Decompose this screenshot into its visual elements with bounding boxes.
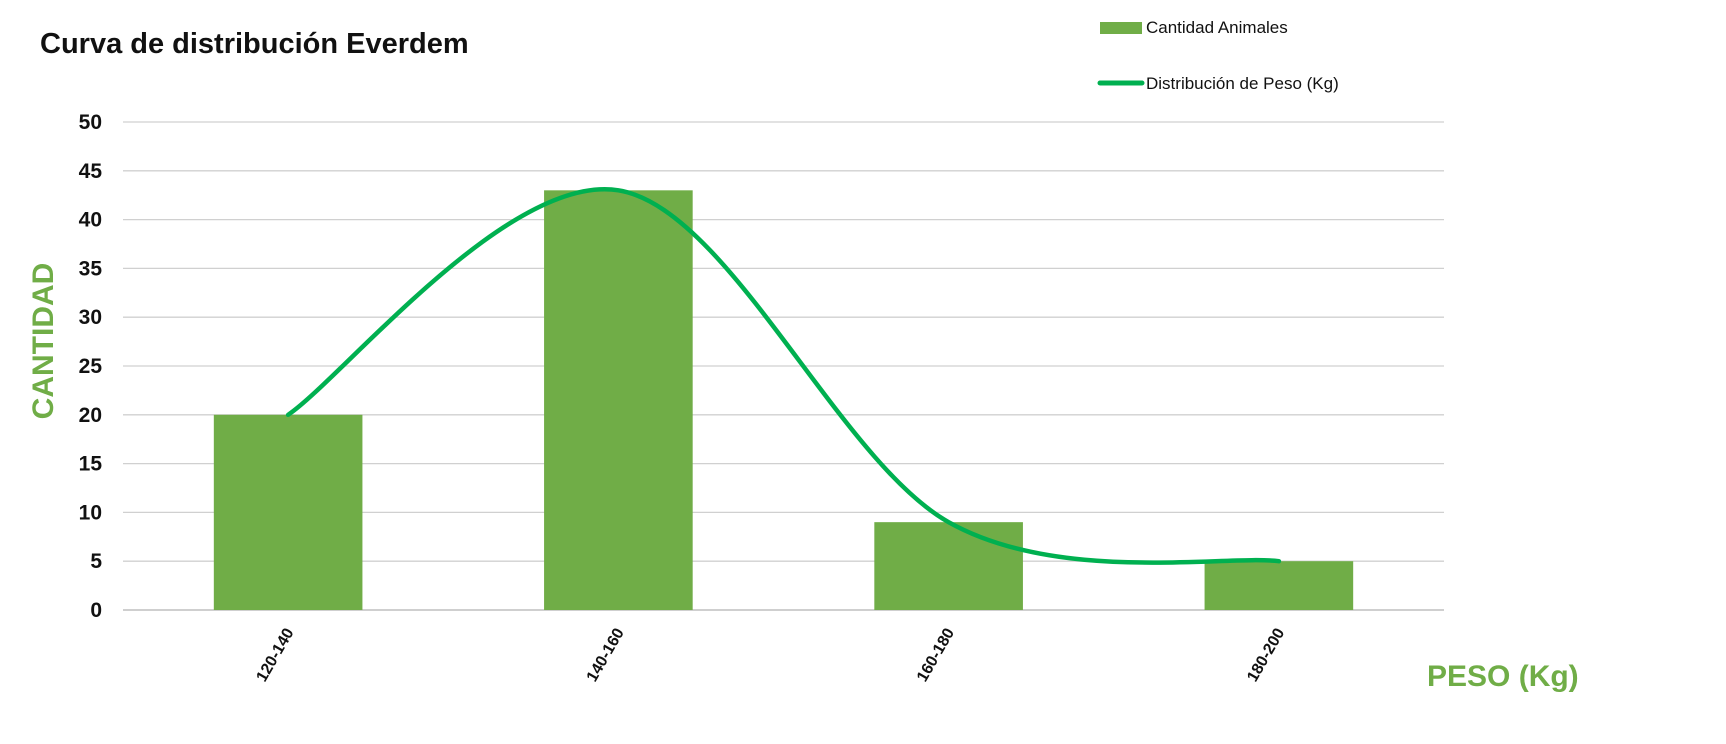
- y-axis-label: CANTIDAD: [27, 263, 60, 420]
- x-axis-label: PESO (Kg): [1427, 660, 1579, 693]
- x-tick-label: 180-200: [1244, 625, 1288, 684]
- legend-line-label: Distribución de Peso (Kg): [1146, 74, 1339, 93]
- y-tick-label: 50: [79, 111, 102, 134]
- x-axis-ticks: 120-140 140-160 160-180 180-200: [254, 625, 1289, 684]
- y-tick-label: 40: [79, 209, 102, 232]
- y-tick-label: 45: [79, 160, 103, 183]
- distribution-line: [285, 186, 1282, 565]
- y-tick-label: 20: [79, 404, 102, 427]
- y-axis-ticks: 0 5 10 15 20 25 30 35 40 45 50: [79, 111, 103, 622]
- bar: [1204, 561, 1354, 610]
- x-tick-label: 140-160: [584, 625, 628, 684]
- bar: [874, 522, 1023, 610]
- bar-series: [213, 190, 1354, 610]
- bar: [213, 414, 363, 610]
- bar: [544, 190, 693, 610]
- legend: Cantidad Animales Distribución de Peso (…: [1097, 18, 1339, 93]
- legend-bar-label: Cantidad Animales: [1146, 18, 1288, 37]
- x-tick-label: 160-180: [914, 625, 958, 684]
- line-series: [285, 186, 1282, 565]
- y-tick-label: 15: [79, 453, 103, 476]
- y-tick-label: 5: [90, 550, 102, 573]
- y-tick-label: 10: [79, 501, 102, 524]
- y-tick-label: 35: [79, 257, 103, 280]
- y-tick-label: 0: [90, 599, 102, 622]
- y-tick-label: 25: [79, 355, 103, 378]
- y-tick-label: 30: [79, 306, 102, 329]
- chart-title: Curva de distribución Everdem: [40, 28, 469, 60]
- x-tick-label: 120-140: [254, 625, 298, 684]
- legend-bar-swatch: [1100, 22, 1142, 34]
